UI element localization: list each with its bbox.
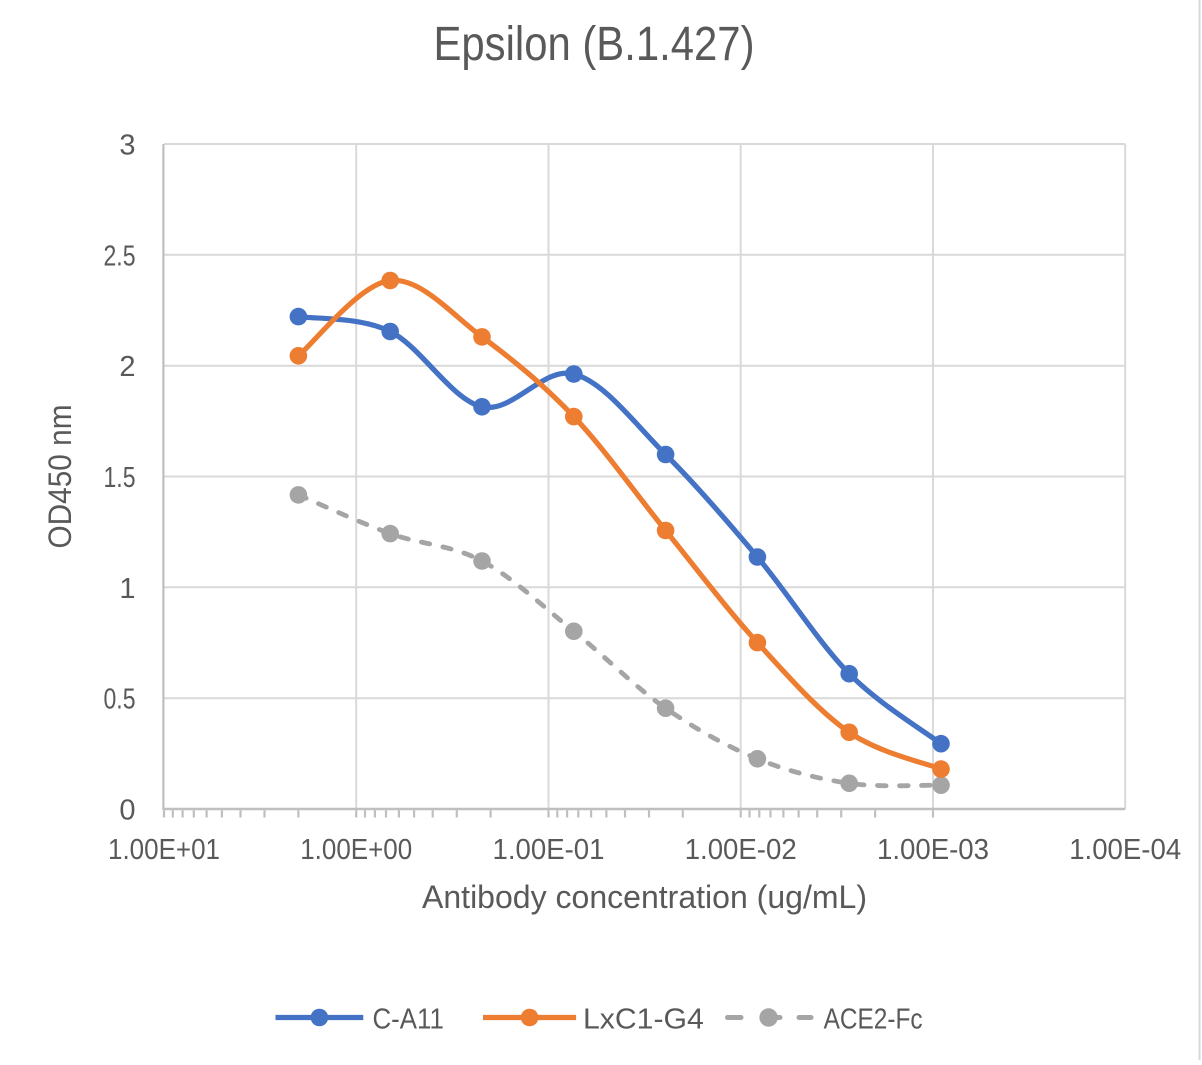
svg-text:2: 2 [119, 351, 135, 383]
svg-text:OD450 nm: OD450 nm [42, 405, 78, 549]
svg-text:1.00E-01: 1.00E-01 [493, 834, 605, 866]
svg-text:1: 1 [119, 573, 135, 605]
svg-text:1.00E-02: 1.00E-02 [685, 834, 797, 866]
svg-text:Epsilon (B.1.427): Epsilon (B.1.427) [434, 18, 755, 71]
svg-text:3: 3 [119, 130, 135, 162]
svg-text:Antibody concentration (ug/mL): Antibody concentration (ug/mL) [422, 879, 867, 915]
svg-text:C-A11: C-A11 [373, 1003, 444, 1035]
svg-text:0.5: 0.5 [104, 684, 136, 716]
svg-text:1.00E+01: 1.00E+01 [108, 834, 220, 866]
svg-text:1.00E+00: 1.00E+00 [300, 834, 412, 866]
svg-text:1.00E-04: 1.00E-04 [1069, 834, 1181, 866]
svg-text:1.5: 1.5 [104, 462, 136, 494]
svg-text:0: 0 [119, 795, 135, 827]
svg-text:ACE2-Fc: ACE2-Fc [824, 1003, 923, 1035]
svg-text:2.5: 2.5 [104, 240, 136, 272]
svg-text:1.00E-03: 1.00E-03 [877, 834, 989, 866]
svg-text:LxC1-G4: LxC1-G4 [583, 1003, 704, 1035]
